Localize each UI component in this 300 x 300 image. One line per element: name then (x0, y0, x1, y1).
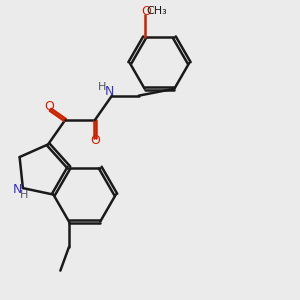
Text: CH₃: CH₃ (147, 6, 167, 16)
Text: H: H (20, 190, 28, 200)
Text: H: H (98, 82, 106, 92)
Text: O: O (141, 5, 151, 18)
Text: N: N (13, 183, 22, 196)
Text: O: O (90, 134, 100, 147)
Text: N: N (104, 85, 114, 98)
Text: O: O (44, 100, 54, 113)
